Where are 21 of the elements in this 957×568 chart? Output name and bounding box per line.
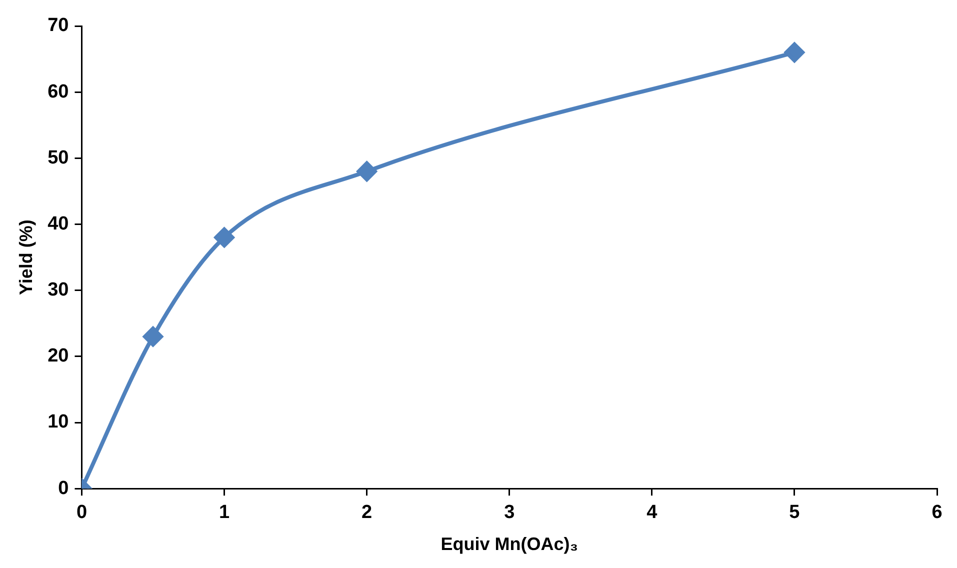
point	[143, 326, 164, 347]
y-tick-label: 10	[48, 412, 69, 433]
x-tick-label: 0	[76, 502, 88, 524]
x-tick-label: 2	[362, 502, 372, 524]
point	[356, 161, 377, 182]
y-tick-label: 30	[48, 280, 69, 301]
y-tick-label: 70	[48, 15, 69, 36]
x-tick-label: 4	[646, 502, 658, 524]
point	[214, 227, 234, 248]
y-tick-label: 0	[58, 478, 69, 499]
y-tick-label: 20	[48, 346, 69, 367]
x-tick-label: 6	[932, 502, 942, 524]
y-tick-label: 50	[48, 147, 69, 168]
x-tick-label: 3	[504, 502, 515, 524]
x-tick-label: 1	[218, 502, 230, 524]
y-axis-title: Yield (%)	[16, 220, 36, 295]
x-axis-title: Equiv Mn(OAc)₃	[440, 534, 578, 554]
y-tick-label: 40	[48, 213, 69, 234]
x-tick-label: 5	[789, 502, 800, 524]
point	[784, 42, 804, 62]
y-tick-label: 60	[48, 81, 69, 102]
